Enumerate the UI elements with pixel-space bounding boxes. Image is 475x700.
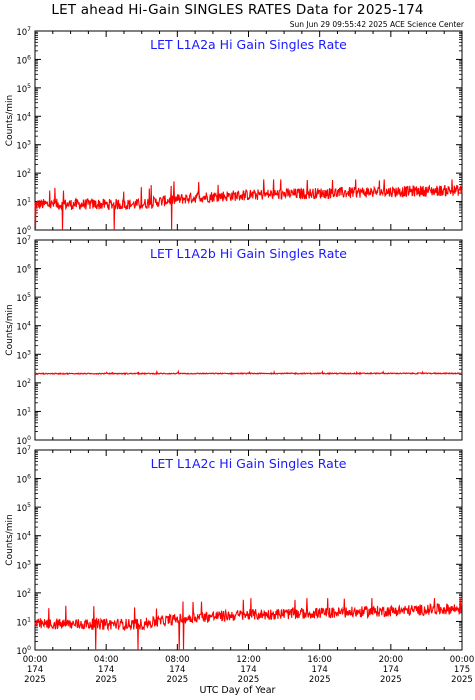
x-tick-label-doy: 174 — [169, 665, 185, 675]
panel-title: LET L1A2c Hi Gain Singles Rate — [151, 456, 347, 471]
x-tick-label-year: 2025 — [167, 675, 189, 685]
x-tick-label-year: 2025 — [238, 675, 260, 685]
y-tick-label: 101 — [16, 616, 31, 628]
y-tick-label: 102 — [16, 378, 31, 390]
y-tick-label: 105 — [16, 502, 31, 514]
x-tick-label-doy: 174 — [383, 665, 399, 675]
data-series-line — [34, 598, 463, 651]
chart-title: LET ahead Hi-Gain SINGLES RATES Data for… — [51, 2, 424, 18]
y-tick-label: 100 — [16, 645, 31, 657]
y-tick-label: 102 — [16, 168, 31, 180]
x-tick-label-doy: 174 — [98, 665, 114, 675]
x-tick-label-doy: 175 — [454, 665, 470, 675]
x-tick-label-doy: 174 — [312, 665, 328, 675]
x-tick-label-year: 2025 — [24, 675, 46, 685]
timestamp-label: Sun Jun 29 09:55:42 2025 ACE Science Cen… — [289, 20, 464, 29]
y-axis-label: Counts/min — [5, 95, 15, 146]
panel-title: LET L1A2a Hi Gain Singles Rate — [150, 37, 347, 52]
y-tick-label: 106 — [16, 54, 31, 66]
y-tick-label: 102 — [16, 588, 31, 600]
y-tick-label: 107 — [16, 235, 31, 247]
y-axis-label: Counts/min — [5, 304, 15, 355]
y-tick-label: 100 — [16, 435, 31, 447]
y-axis-label: Counts/min — [5, 514, 15, 565]
y-tick-label: 106 — [16, 474, 31, 486]
x-tick-label-year: 2025 — [309, 675, 331, 685]
y-tick-label: 101 — [16, 406, 31, 418]
x-tick-label-time: 20:00 — [379, 655, 404, 665]
x-tick-label-year: 2025 — [95, 675, 117, 685]
x-tick-label-doy: 174 — [27, 665, 43, 675]
y-tick-label: 100 — [16, 225, 31, 237]
plot-frame — [34, 239, 463, 441]
x-tick-label-year: 2025 — [380, 675, 402, 685]
y-tick-label: 104 — [16, 111, 31, 123]
x-tick-label-time: 04:00 — [94, 655, 119, 665]
y-tick-label: 107 — [16, 26, 31, 38]
data-series-line — [34, 179, 463, 231]
x-tick-label-time: 16:00 — [307, 655, 332, 665]
y-tick-label: 105 — [16, 83, 31, 95]
x-tick-label-time: 00:00 — [23, 655, 48, 665]
panel-title: LET L1A2b Hi Gain Singles Rate — [150, 246, 347, 261]
data-series-line — [35, 369, 463, 376]
y-tick-label: 103 — [16, 349, 31, 361]
y-tick-label: 105 — [16, 292, 31, 304]
x-tick-label-time: 12:00 — [236, 655, 261, 665]
y-tick-label: 103 — [16, 140, 31, 152]
x-axis-label: UTC Day of Year — [199, 685, 276, 696]
y-tick-label: 104 — [16, 531, 31, 543]
y-tick-label: 101 — [16, 197, 31, 209]
y-tick-label: 103 — [16, 559, 31, 571]
y-tick-label: 107 — [16, 445, 31, 457]
x-tick-label-time: 08:00 — [165, 655, 190, 665]
x-tick-label-year: 2025 — [451, 675, 473, 685]
x-tick-label-doy: 174 — [240, 665, 256, 675]
y-tick-label: 106 — [16, 264, 31, 276]
x-tick-label-time: 00:00 — [450, 655, 475, 665]
y-tick-label: 104 — [16, 321, 31, 333]
